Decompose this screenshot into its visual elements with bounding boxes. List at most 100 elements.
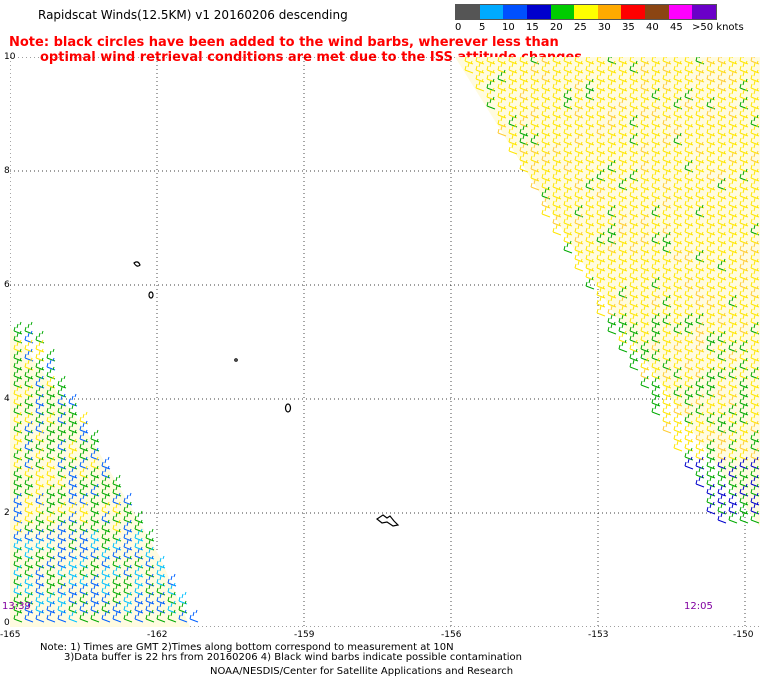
wind-barb: [728, 105, 738, 119]
island: [148, 291, 154, 299]
wind-barb: [552, 57, 562, 65]
wind-barb: [728, 150, 738, 164]
wind-barb: [35, 573, 45, 587]
wind-barb: [750, 285, 760, 299]
wind-barb: [145, 537, 155, 551]
wind-barb: [145, 546, 155, 560]
wind-barb: [618, 303, 628, 317]
wind-barb: [706, 249, 716, 263]
wind-barb: [101, 456, 111, 470]
wind-barb: [629, 357, 639, 371]
wind-barb: [717, 411, 727, 425]
wind-barb: [68, 420, 78, 434]
wind-barb: [585, 177, 595, 191]
island: [133, 261, 141, 267]
wind-barb: [24, 339, 34, 353]
wind-barb: [68, 519, 78, 533]
wind-barb: [717, 285, 727, 299]
wind-barb: [24, 393, 34, 407]
legend-swatch-6: [597, 5, 622, 19]
wind-barb: [750, 195, 760, 209]
wind-barb: [79, 420, 89, 434]
wind-barb: [112, 483, 122, 497]
wind-barb: [90, 564, 100, 578]
wind-barb: [662, 159, 672, 173]
wind-barb: [112, 519, 122, 533]
legend-swatch-3: [526, 5, 551, 19]
wind-barb: [574, 132, 584, 146]
wind-barb: [101, 474, 111, 488]
wind-barb: [607, 177, 617, 191]
wind-barb: [706, 474, 716, 488]
wind-barb: [728, 465, 738, 479]
wind-barb: [607, 186, 617, 200]
wind-barb: [695, 96, 705, 110]
wind-barb: [706, 339, 716, 353]
wind-barb: [706, 321, 716, 335]
wind-barb: [717, 159, 727, 173]
wind-barb: [35, 483, 45, 497]
wind-barb: [717, 69, 727, 83]
wind-barb: [68, 510, 78, 524]
island: [234, 358, 238, 362]
wind-barb: [750, 267, 760, 281]
wind-barb: [684, 132, 694, 146]
wind-barb: [13, 528, 23, 542]
wind-barb: [134, 573, 144, 587]
wind-barb: [695, 285, 705, 299]
wind-barb: [750, 114, 760, 128]
wind-barb: [585, 57, 595, 65]
wind-barb: [90, 483, 100, 497]
wind-barb: [717, 510, 727, 524]
wind-barb: [706, 492, 716, 506]
wind-barb: [24, 537, 34, 551]
wind-barb: [57, 510, 67, 524]
wind-barb: [717, 357, 727, 371]
wind-barb: [68, 555, 78, 569]
wind-barb: [640, 312, 650, 326]
wind-barb: [24, 510, 34, 524]
wind-barb: [673, 249, 683, 263]
wind-barb: [640, 240, 650, 254]
wind-barb: [750, 276, 760, 290]
wind-barb: [156, 600, 166, 614]
wind-barb: [68, 456, 78, 470]
wind-barb: [695, 204, 705, 218]
wind-barb: [101, 465, 111, 479]
wind-barb: [629, 348, 639, 362]
wind-barb: [673, 204, 683, 218]
wind-barb: [145, 564, 155, 578]
wind-barb: [530, 123, 540, 137]
wind-barb: [717, 366, 727, 380]
wind-barb: [464, 60, 474, 74]
wind-barb: [79, 483, 89, 497]
wind-barb: [618, 123, 628, 137]
wind-barb: [167, 609, 177, 623]
wind-barb: [662, 105, 672, 119]
wind-barb: [640, 330, 650, 344]
wind-barb: [717, 222, 727, 236]
wind-barb: [46, 402, 56, 416]
wind-barb: [728, 429, 738, 443]
wind-barb: [629, 321, 639, 335]
wind-barb: [596, 240, 606, 254]
wind-barb: [585, 159, 595, 173]
wind-barb: [178, 609, 188, 623]
wind-barb: [750, 312, 760, 326]
wind-barb: [596, 57, 606, 65]
wind-barb: [57, 528, 67, 542]
wind-barb: [695, 456, 705, 470]
wind-barb: [486, 57, 496, 65]
wind-barb: [24, 456, 34, 470]
wind-barb: [695, 393, 705, 407]
wind-barb: [90, 438, 100, 452]
wind-barb: [750, 420, 760, 434]
wind-barb: [728, 393, 738, 407]
wind-barb: [640, 105, 650, 119]
wind-barb: [145, 555, 155, 569]
wind-barb: [508, 60, 518, 74]
wind-barb: [618, 87, 628, 101]
wind-barb: [684, 78, 694, 92]
wind-barb: [607, 222, 617, 236]
wind-barb: [112, 528, 122, 542]
